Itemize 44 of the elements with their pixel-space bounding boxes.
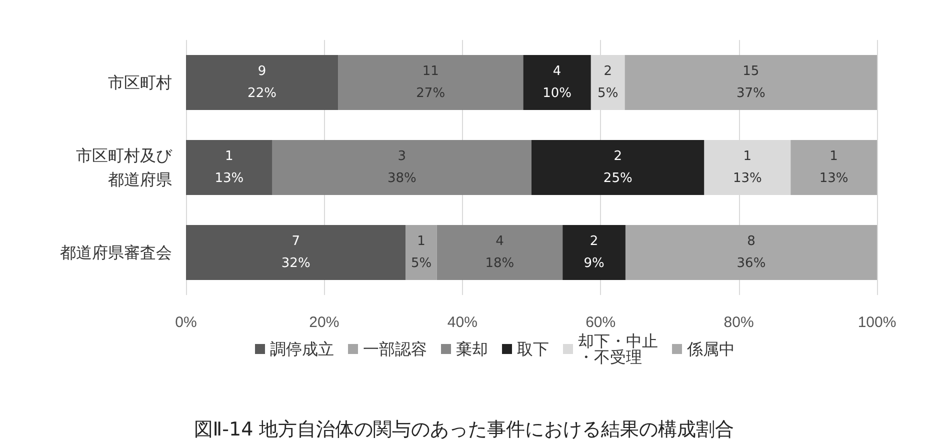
data-label: 1 13% — [732, 149, 762, 186]
data-label: 1 13% — [214, 149, 244, 186]
data-label: 2 5% — [598, 64, 618, 101]
bar — [338, 55, 524, 110]
bar — [436, 225, 563, 280]
text: 図Ⅱ-14 地方自治体の関与のあった事件における結果の構成割合 — [194, 418, 734, 440]
data-label: 2 9% — [584, 234, 604, 271]
data-label: 11 27% — [416, 64, 446, 101]
legend-label: 取下 — [517, 340, 549, 358]
bar — [562, 225, 626, 280]
bar — [272, 140, 532, 195]
data-label: 1 13% — [819, 149, 848, 186]
bar — [523, 55, 591, 110]
bar — [624, 55, 877, 110]
x-tick-label: 60% — [586, 314, 616, 331]
data-label: 15 37% — [736, 64, 766, 101]
x-tick-label: 20% — [309, 314, 340, 331]
data-label: 2 25% — [603, 149, 632, 186]
data-label: 4 10% — [542, 64, 572, 101]
x-tick-label: 80% — [724, 314, 754, 331]
legend-label: 係属中 — [686, 340, 735, 358]
y-tick-label: 都道府県審査会 — [60, 243, 172, 262]
bar — [532, 140, 704, 195]
bar — [186, 55, 338, 110]
bar — [406, 225, 437, 280]
data-label: 9 22% — [248, 64, 276, 101]
y-tick-label: 市区町村 — [108, 73, 172, 92]
bar — [186, 140, 272, 195]
bar — [625, 225, 877, 280]
bar — [186, 225, 406, 280]
y-tick-label: 市区町村及び都道府県 — [76, 146, 173, 189]
legend-label: 調停成立 — [270, 340, 334, 358]
data-label: 8 36% — [736, 234, 766, 271]
data-label: 3 38% — [387, 149, 416, 186]
legend-label: 棄却 — [456, 340, 488, 358]
bar — [790, 140, 877, 195]
legend-label: 却下・中止・不受理 — [578, 332, 658, 366]
legend-label: 一部認容 — [363, 340, 427, 358]
data-label: 4 18% — [485, 234, 514, 271]
x-tick-label: 0% — [175, 314, 197, 331]
data-label: 7 32% — [281, 234, 310, 271]
x-tick-label: 100% — [858, 314, 896, 331]
data-label: 1 5% — [410, 234, 432, 271]
x-tick-label: 40% — [447, 314, 478, 331]
